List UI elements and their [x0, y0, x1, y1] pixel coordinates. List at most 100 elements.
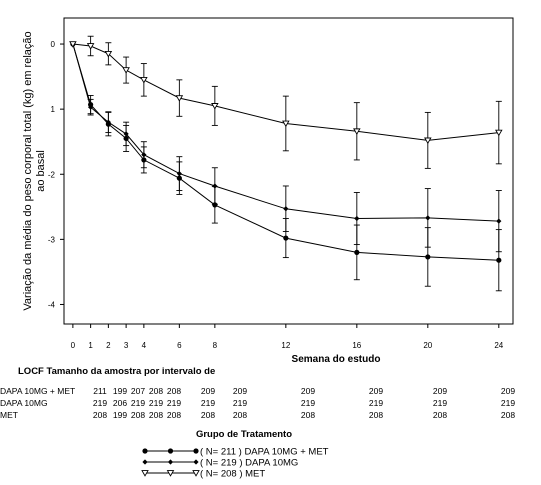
legend-label: ( N= 208 ) MET — [200, 469, 265, 480]
data-point-circle — [354, 249, 360, 255]
y-tick-label: 0 — [51, 40, 56, 49]
table-cell: 219 — [93, 398, 107, 408]
legend-item: ( N= 211 ) DAPA 10MG + MET — [142, 447, 329, 458]
x-tick-label: 6 — [177, 341, 182, 350]
y-tick-label: -2 — [48, 170, 56, 179]
table-cell: 219 — [201, 398, 215, 408]
table-cell: 219 — [369, 398, 383, 408]
table-cell: 208 — [369, 410, 383, 420]
data-point-diamond — [105, 119, 111, 125]
data-point-circle — [496, 257, 502, 263]
data-point-triangle — [211, 103, 219, 110]
data-point-triangle — [175, 95, 184, 102]
table-cell: 199 — [113, 386, 127, 396]
data-point-circle — [142, 448, 148, 454]
data-point-triangle — [424, 137, 432, 145]
data-point-triangle — [141, 470, 149, 477]
table-cell: 219 — [301, 398, 315, 408]
table-cell: 208 — [433, 410, 447, 420]
sample-table: DAPA 10MG + MET 211 199 207 208 208 209 209 209 2… — [0, 386, 515, 420]
table-cell: 208 — [149, 410, 163, 420]
table-cell: 209 — [201, 386, 215, 396]
data-point-diamond — [176, 171, 182, 177]
legend-item: ( N= 219 ) DAPA 10MG — [142, 458, 298, 469]
data-point-diamond — [354, 215, 360, 222]
y-tick-label: -3 — [48, 235, 56, 244]
data-point-triangle — [282, 120, 290, 128]
table-row-label: DAPA 10MG + MET — [0, 386, 75, 396]
data-point-triangle — [122, 67, 130, 74]
data-point-diamond — [283, 206, 289, 212]
table-cell: 209 — [501, 386, 515, 396]
y-axis-label-line-1: Variação da média do peso corporal total… — [22, 31, 34, 310]
x-tick-label: 3 — [124, 341, 129, 350]
data-point-diamond — [88, 104, 94, 110]
x-axis-label: Semana do estudo — [292, 354, 381, 365]
y-axis-ticks: 0 1 -2 -3 -4 — [48, 40, 64, 309]
table-cell: 208 — [201, 410, 215, 420]
table-cell: 208 — [167, 386, 181, 396]
data-point-diamond — [193, 459, 199, 465]
legend-label: ( N= 219 ) DAPA 10MG — [200, 458, 298, 469]
series-layer — [69, 35, 503, 292]
data-point-triangle — [192, 470, 200, 477]
plot-frame — [63, 17, 514, 325]
series-2 — [69, 35, 503, 169]
x-axis-ticks: 0 1 2 3 4 6 8 12 16 20 24 — [71, 324, 504, 350]
table-cell: 207 — [131, 386, 145, 396]
table-cell: 209 — [369, 386, 383, 396]
data-point-circle — [212, 202, 218, 208]
table-cell: 208 — [149, 386, 163, 396]
data-point-circle — [425, 254, 431, 260]
table-cell: 208 — [501, 410, 515, 420]
x-tick-label: 16 — [352, 341, 361, 350]
table-cell: 211 — [93, 386, 107, 396]
y-tick-label: 1 — [51, 105, 56, 114]
data-point-diamond — [123, 131, 129, 137]
y-tick-label: -4 — [48, 300, 56, 309]
table-row-label: DAPA 10MG — [0, 398, 48, 408]
x-tick-label: 12 — [281, 341, 290, 350]
data-point-triangle — [495, 129, 503, 137]
table-cell: 208 — [167, 410, 181, 420]
data-point-diamond — [212, 183, 218, 189]
data-point-diamond — [496, 218, 502, 224]
data-point-diamond — [142, 459, 148, 465]
x-tick-label: 1 — [88, 341, 93, 350]
x-tick-label: 4 — [142, 341, 147, 350]
data-point-triangle — [353, 128, 361, 135]
table-cell: 209 — [233, 386, 247, 396]
table-cell: 208 — [233, 410, 247, 420]
data-point-triangle — [104, 50, 113, 58]
table-cell: 209 — [433, 386, 447, 396]
table-cell: 208 — [301, 410, 315, 420]
x-tick-label: 2 — [106, 341, 111, 350]
sample-table-title: LOCF Tamanho da amostra por intervalo de — [18, 366, 215, 377]
legend: ( N= 211 ) DAPA 10MG + MET( N= 219 ) DAP… — [141, 447, 329, 480]
table-cell: 219 — [501, 398, 515, 408]
table-cell: 208 — [93, 410, 107, 420]
legend-label: ( N= 211 ) DAPA 10MG + MET — [200, 447, 329, 458]
x-tick-label: 0 — [71, 341, 76, 350]
data-point-circle — [283, 235, 289, 241]
data-point-triangle — [69, 41, 77, 48]
table-row-label: MET — [0, 410, 18, 420]
y-axis-label-line-2: ao basal — [35, 150, 47, 192]
data-point-triangle — [140, 77, 148, 84]
data-point-circle — [167, 448, 174, 454]
data-point-circle — [193, 448, 199, 454]
data-point-diamond — [141, 152, 147, 158]
data-point-diamond — [425, 215, 431, 221]
legend-title: Grupo de Tratamento — [196, 429, 292, 440]
table-cell: 209 — [301, 386, 315, 396]
legend-item: ( N= 208 ) MET — [141, 469, 265, 480]
table-cell: 219 — [167, 398, 181, 408]
data-point-triangle — [86, 43, 95, 50]
table-cell: 219 — [131, 398, 145, 408]
series-0 — [70, 41, 502, 292]
table-cell: 219 — [233, 398, 247, 408]
data-point-diamond — [167, 459, 174, 465]
x-tick-label: 24 — [494, 341, 503, 350]
table-cell: 199 — [113, 410, 127, 420]
